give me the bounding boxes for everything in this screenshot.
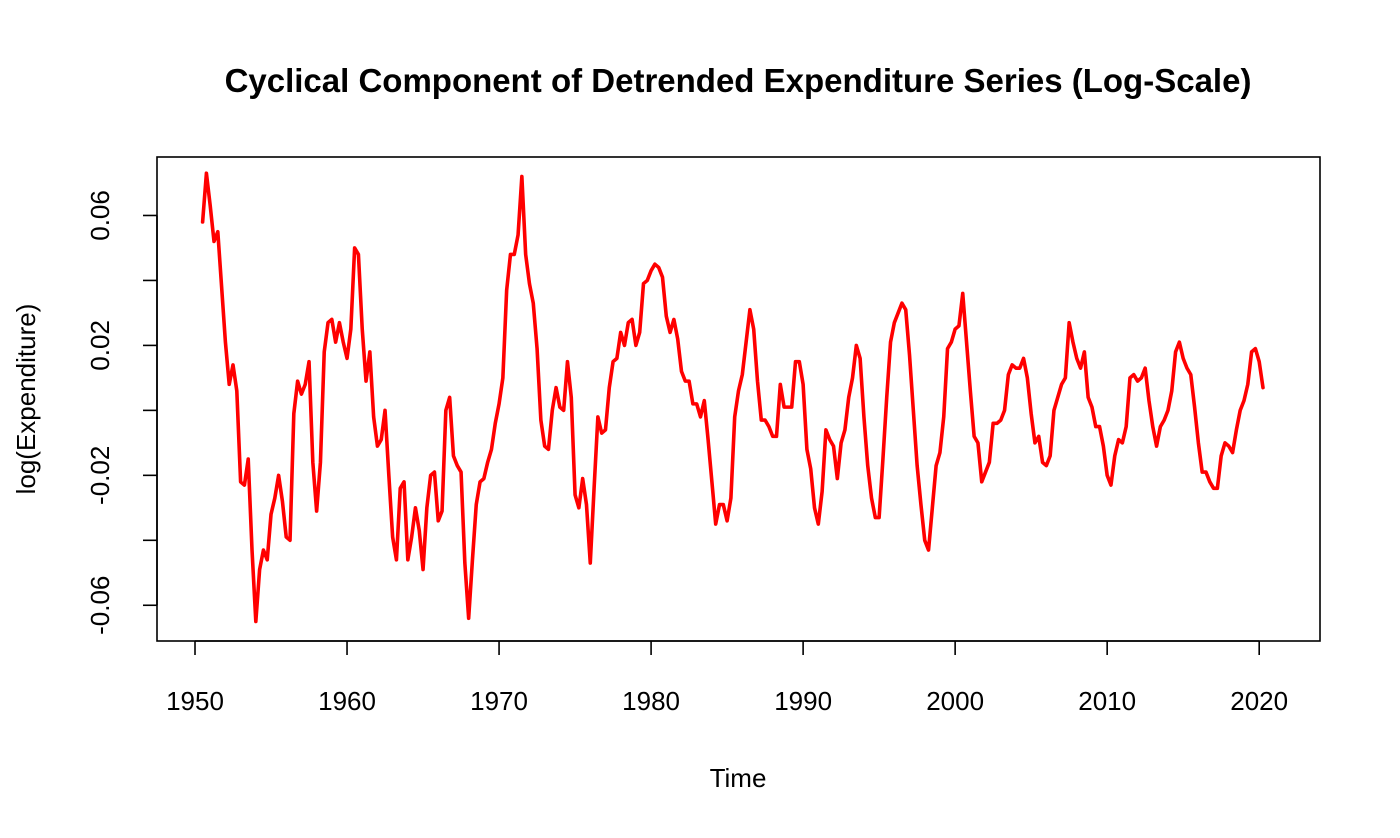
y-tick-label: 0.02 xyxy=(85,320,115,371)
y-tick-label: -0.06 xyxy=(85,576,115,635)
series-line xyxy=(200,171,1265,624)
y-tick-label: 0.06 xyxy=(85,190,115,241)
x-axis-label: Time xyxy=(710,763,767,793)
series-layer xyxy=(200,171,1265,624)
x-tick-label: 1950 xyxy=(166,686,224,716)
x-tick-label: 2000 xyxy=(926,686,984,716)
y-axis: -0.06 -0.02 0.02 0.06 xyxy=(85,190,158,635)
x-tick-label: 1960 xyxy=(318,686,376,716)
x-tick-label: 1980 xyxy=(622,686,680,716)
x-axis: 1950 1960 1970 1980 1990 2000 2010 2020 xyxy=(166,640,1288,716)
y-tick-label: -0.02 xyxy=(85,446,115,505)
chart-title: Cyclical Component of Detrended Expendit… xyxy=(225,62,1252,99)
x-tick-label: 2020 xyxy=(1230,686,1288,716)
x-tick-label: 1970 xyxy=(470,686,528,716)
y-axis-label: log(Expenditure) xyxy=(11,304,41,495)
x-tick-label: 1990 xyxy=(774,686,832,716)
x-tick-label: 2010 xyxy=(1078,686,1136,716)
